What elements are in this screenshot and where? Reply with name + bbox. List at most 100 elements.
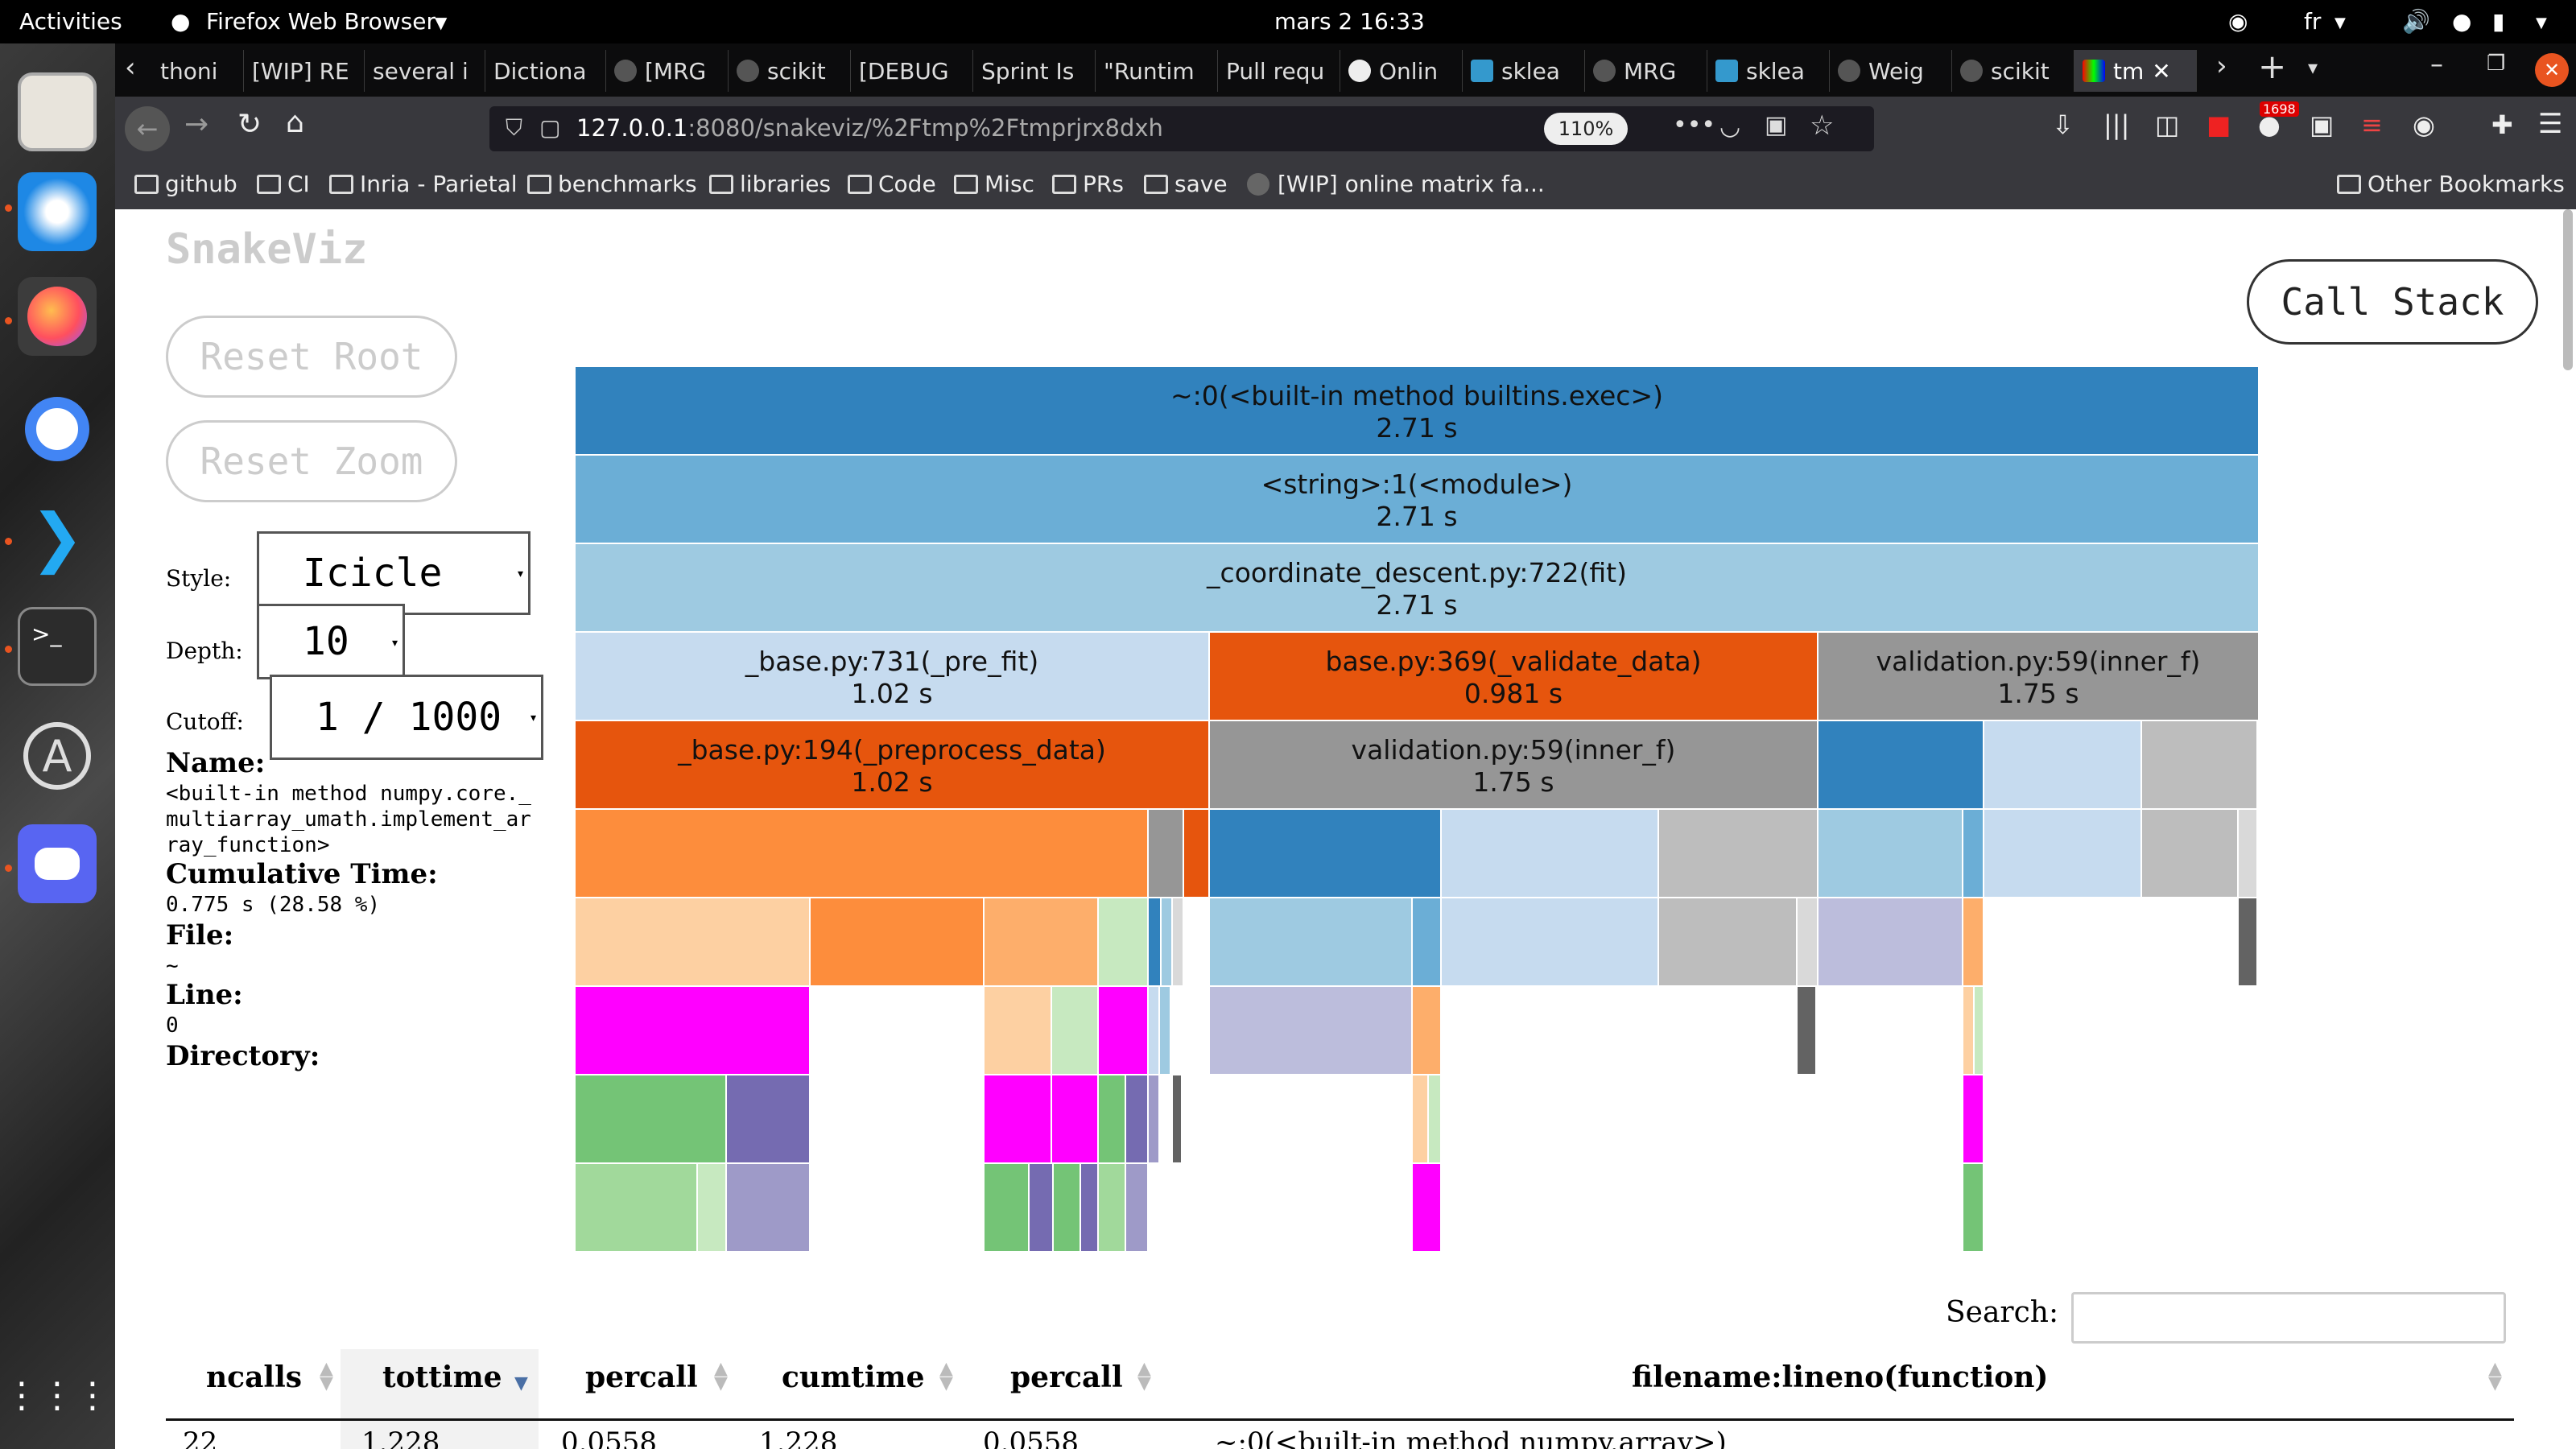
page-info-icon[interactable]: ▢ — [539, 114, 561, 141]
reset-root-button[interactable]: Reset Root — [166, 316, 457, 398]
icicle-block[interactable]: <string>:1(<module>) 2.71 s — [576, 456, 2260, 544]
icicle-block[interactable] — [1963, 1164, 1984, 1253]
icicle-block[interactable] — [1210, 810, 1442, 898]
terminal-icon[interactable]: >_ — [18, 607, 97, 686]
activities-button[interactable]: Activities — [19, 8, 122, 35]
icicle-block[interactable]: _base.py:731(_pre_fit) 1.02 s — [576, 633, 1210, 721]
browser-tab[interactable]: sklea — [1463, 50, 1585, 92]
icicle-block[interactable] — [576, 810, 1149, 898]
other-bookmarks[interactable]: Other Bookmarks — [2337, 171, 2565, 197]
icicle-block[interactable] — [1149, 987, 1160, 1075]
icicle-block[interactable]: validation.py:59(inner_f) 1.75 s — [1210, 721, 1818, 810]
icicle-block[interactable] — [1413, 987, 1442, 1075]
save-icon[interactable]: ▣ — [1765, 111, 1788, 139]
home-icon[interactable]: ⌂ — [286, 106, 304, 139]
column-header-tottime[interactable]: tottime — [382, 1360, 502, 1394]
icicle-block[interactable] — [1975, 987, 1984, 1075]
browser-tab[interactable]: scikit — [1952, 50, 2074, 92]
browser-tab[interactable]: Onlin — [1340, 50, 1463, 92]
column-header-ncalls[interactable]: ncalls — [206, 1360, 303, 1394]
icicle-block[interactable] — [1413, 898, 1442, 987]
icicle-block[interactable]: _coordinate_descent.py:722(fit) 2.71 s — [576, 544, 2260, 633]
sort-icon[interactable]: ▲ ▼ — [939, 1359, 953, 1393]
column-header-function[interactable]: filename:lineno(function) — [1632, 1360, 2049, 1394]
browser-tab[interactable]: [MRG — [606, 50, 729, 92]
list-all-tabs-icon[interactable]: ▾ — [2308, 56, 2318, 79]
url-bar[interactable]: ⛉ ▢ 127.0.0.1:8080/snakeviz/%2Ftmp%2Ftmp… — [489, 106, 1874, 151]
icicle-block[interactable] — [985, 898, 1099, 987]
sort-descending-icon[interactable]: ▼ — [514, 1373, 528, 1393]
search-input[interactable] — [2071, 1292, 2506, 1344]
bookmark-folder[interactable]: CI — [257, 171, 310, 197]
icicle-block[interactable] — [1099, 1075, 1126, 1164]
bookmark-star-icon[interactable]: ☆ — [1810, 109, 1835, 142]
icicle-block[interactable] — [1659, 898, 1798, 987]
shield-icon[interactable]: ⛉ — [506, 114, 523, 141]
icicle-block[interactable] — [1099, 898, 1149, 987]
icicle-block[interactable] — [1210, 898, 1413, 987]
icicle-block[interactable] — [1081, 1164, 1099, 1253]
app-menu[interactable]: Firefox Web Browser — [206, 8, 436, 35]
close-tab-icon[interactable]: ✕ — [2152, 57, 2171, 85]
icicle-block[interactable]: _base.py:194(_preprocess_data) 1.02 s — [576, 721, 1210, 810]
browser-tab[interactable]: [DEBUG — [851, 50, 973, 92]
icicle-block[interactable]: base.py:369(_validate_data) 0.981 s — [1210, 633, 1818, 721]
icicle-block[interactable] — [1442, 898, 1659, 987]
back-icon[interactable]: ← — [125, 106, 170, 151]
browser-tab[interactable]: thoni — [152, 50, 244, 92]
discord-tray-icon[interactable]: ◉ — [2228, 8, 2248, 35]
icicle-block[interactable] — [2142, 721, 2258, 810]
icicle-block[interactable] — [1798, 898, 1818, 987]
icicle-block[interactable] — [1429, 1075, 1442, 1164]
browser-tab[interactable]: scikit — [729, 50, 851, 92]
icicle-block[interactable] — [576, 1075, 727, 1164]
icicle-block[interactable] — [2239, 810, 2258, 898]
bookmark-link[interactable]: [WIP] online matrix fa... — [1247, 171, 1545, 197]
column-header-percall-cumulative[interactable]: percall — [1010, 1360, 1123, 1394]
icicle-block[interactable] — [1798, 987, 1817, 1075]
sort-icon[interactable]: ▲ ▼ — [320, 1359, 333, 1393]
icicle-block[interactable] — [1052, 987, 1099, 1075]
icicle-block[interactable] — [811, 898, 985, 987]
tab-scroll-left-icon[interactable]: ‹ — [125, 52, 136, 84]
call-stack-button[interactable]: Call Stack — [2247, 259, 2538, 345]
new-tab-icon[interactable]: + — [2258, 47, 2287, 86]
icicle-block[interactable] — [698, 1164, 727, 1253]
icicle-block[interactable] — [1210, 987, 1413, 1075]
battery-icon[interactable]: ▮ — [2492, 8, 2505, 35]
browser-tab-active[interactable]: tm ✕ — [2074, 50, 2197, 92]
icicle-block[interactable] — [1030, 1164, 1054, 1253]
bookmark-folder[interactable]: benchmarks — [527, 171, 697, 197]
icicle-block[interactable] — [1413, 1075, 1429, 1164]
icicle-block[interactable] — [1054, 1164, 1081, 1253]
lock-extension-icon[interactable]: ■ — [2207, 109, 2231, 140]
tab-scroll-right-icon[interactable]: › — [2216, 50, 2227, 82]
browser-tab[interactable]: [WIP] RE — [244, 50, 365, 92]
column-header-cumtime[interactable]: cumtime — [782, 1360, 925, 1394]
bookmark-folder[interactable]: Inria - Parietal — [329, 171, 518, 197]
forward-icon[interactable]: → — [184, 108, 209, 141]
system-menu-chevron-icon[interactable]: ▼ — [2536, 14, 2547, 31]
icicle-block[interactable] — [1984, 810, 2142, 898]
icicle-block[interactable] — [1162, 898, 1173, 987]
icicle-block[interactable]: validation.py:59(inner_f) 1.75 s — [1818, 633, 2260, 721]
browser-tab[interactable]: "Runtim — [1096, 50, 1218, 92]
icicle-block[interactable] — [576, 1164, 698, 1253]
icicle-block[interactable] — [1963, 1075, 1984, 1164]
todoist-icon[interactable]: ≡ — [2361, 109, 2383, 140]
icicle-block[interactable] — [1184, 810, 1210, 898]
icicle-block[interactable] — [1160, 987, 1171, 1075]
bookmark-folder[interactable]: Misc — [954, 171, 1034, 197]
microphone-icon[interactable]: ● — [2452, 8, 2472, 35]
firefox-icon[interactable] — [18, 277, 97, 356]
clock[interactable]: mars 2 16:33 — [1274, 8, 1425, 35]
icicle-block[interactable] — [2239, 898, 2258, 987]
icicle-block[interactable] — [1963, 987, 1975, 1075]
icicle-block[interactable] — [1963, 898, 1984, 987]
icicle-block[interactable] — [1149, 1075, 1160, 1164]
icicle-block[interactable] — [1963, 810, 1984, 898]
icicle-block[interactable] — [2142, 810, 2239, 898]
vscode-icon[interactable]: ❯ — [30, 499, 85, 575]
zoom-indicator[interactable]: 110% — [1544, 113, 1628, 145]
icicle-block[interactable] — [727, 1164, 811, 1253]
